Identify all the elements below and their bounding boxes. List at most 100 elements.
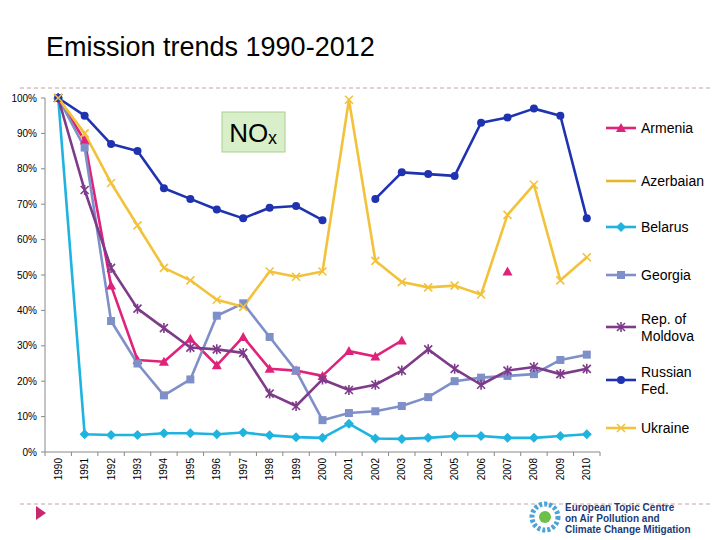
marker [503, 266, 513, 275]
marker [319, 374, 327, 384]
x-tick [441, 452, 442, 456]
marker [266, 389, 274, 399]
marker [80, 429, 90, 439]
marker [106, 281, 116, 290]
x-tick [467, 452, 468, 456]
x-tick-label: 2005 [449, 458, 460, 481]
marker [81, 144, 89, 152]
marker [239, 303, 247, 311]
marker [186, 276, 194, 284]
marker [451, 172, 459, 180]
y-tick-label: 40% [17, 305, 37, 316]
marker [370, 434, 380, 444]
x-tick-label: 2004 [423, 458, 434, 481]
y-tick [41, 310, 45, 311]
marker [616, 222, 626, 232]
marker [556, 276, 564, 284]
marker [213, 296, 221, 304]
x-tick [388, 452, 389, 456]
x-tick [282, 452, 283, 456]
marker [583, 253, 591, 261]
x-tick-label: 1993 [132, 458, 143, 481]
series-line [58, 98, 587, 307]
marker [186, 375, 194, 383]
x-tick [600, 452, 601, 456]
x-tick-label: 1990 [53, 458, 64, 481]
marker [617, 322, 625, 332]
marker [582, 429, 592, 439]
legend-label: Georgia [641, 267, 691, 283]
logo-icon [532, 504, 558, 530]
y-tick [41, 275, 45, 276]
marker [54, 94, 62, 102]
marker [398, 168, 406, 176]
marker [504, 366, 512, 376]
marker [504, 113, 512, 121]
marker [530, 105, 538, 113]
marker [451, 377, 459, 385]
x-tick [71, 452, 72, 456]
y-tick-label: 60% [17, 234, 37, 245]
marker [397, 434, 407, 444]
marker [504, 211, 512, 219]
marker [238, 428, 248, 438]
marker [212, 360, 222, 369]
marker [345, 96, 353, 104]
marker [319, 267, 327, 275]
series-line [58, 98, 507, 376]
nav-arrow [36, 506, 46, 520]
x-tick-label: 1994 [158, 458, 169, 481]
y-tick [41, 168, 45, 169]
x-tick [415, 452, 416, 456]
marker [54, 94, 62, 102]
marker [477, 119, 485, 127]
y-tick [41, 133, 45, 134]
y-tick-label: 70% [17, 199, 37, 210]
x-tick [177, 452, 178, 456]
marker [424, 393, 432, 401]
marker [616, 123, 626, 132]
x-tick-label: 1992 [106, 458, 117, 481]
marker [529, 433, 539, 443]
marker [617, 424, 625, 432]
footer-text: European Topic Centre [565, 502, 675, 513]
x-tick [124, 452, 125, 456]
marker [159, 428, 169, 438]
marker [583, 214, 591, 222]
marker [107, 317, 115, 325]
x-tick [494, 452, 495, 456]
y-tick-label: 30% [17, 340, 37, 351]
y-tick-label: 80% [17, 163, 37, 174]
marker [160, 323, 168, 333]
marker [212, 429, 222, 439]
marker [213, 312, 221, 320]
marker [81, 185, 89, 195]
series-line [58, 98, 587, 406]
marker [160, 391, 168, 399]
x-tick-label: 2006 [476, 458, 487, 481]
x-tick-label: 2001 [343, 458, 354, 481]
y-tick [41, 416, 45, 417]
marker [265, 430, 275, 440]
x-tick-label: 1996 [211, 458, 222, 481]
x-tick [520, 452, 521, 456]
marker [451, 364, 459, 374]
marker [476, 431, 486, 441]
legend-label: Ukraine [641, 420, 689, 436]
marker [556, 112, 564, 120]
y-tick-label: 20% [17, 376, 37, 387]
marker [371, 380, 379, 390]
marker [53, 93, 63, 103]
marker [81, 112, 89, 120]
y-tick-label: 100% [11, 93, 37, 104]
x-tick [203, 452, 204, 456]
marker [344, 346, 354, 355]
marker [134, 304, 142, 314]
marker [186, 343, 194, 353]
marker [424, 170, 432, 178]
marker [54, 93, 62, 103]
separator [20, 88, 712, 89]
marker [318, 433, 328, 443]
marker [617, 376, 625, 384]
plot-area [53, 93, 592, 444]
